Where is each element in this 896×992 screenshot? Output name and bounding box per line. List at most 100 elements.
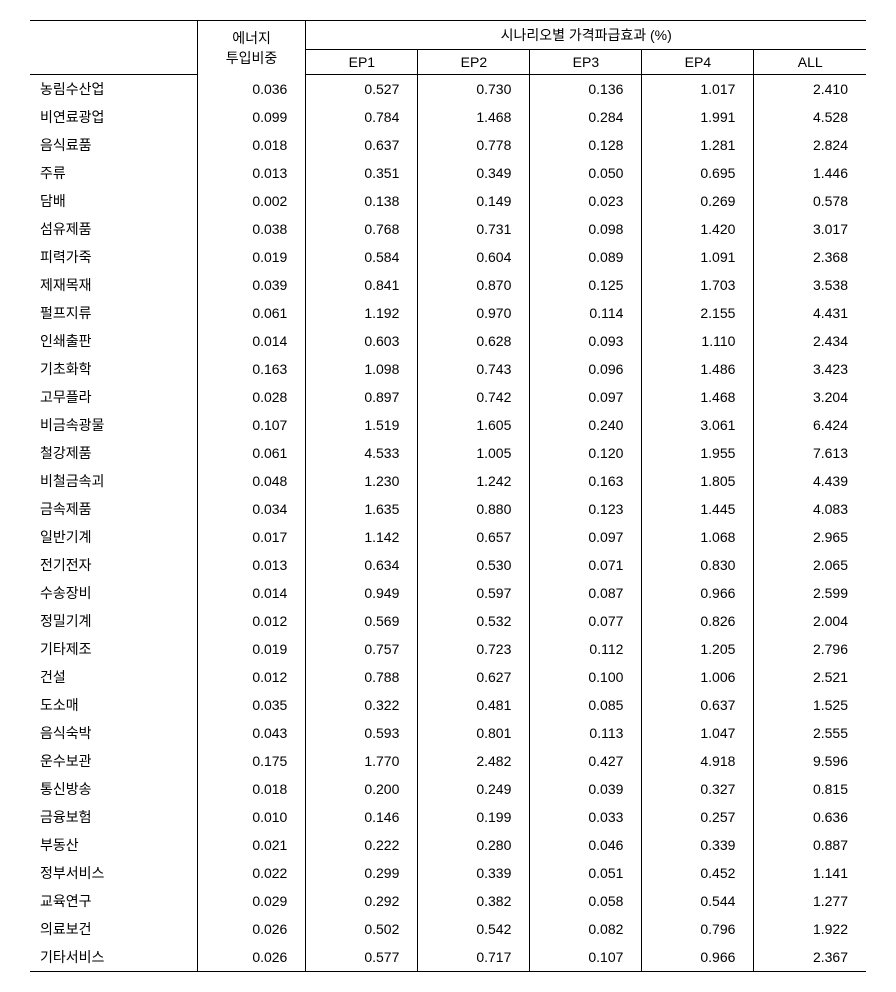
table-row: 비연료광업0.0990.7841.4680.2841.9914.528: [30, 103, 866, 131]
table-row: 전기전자0.0130.6340.5300.0710.8302.065: [30, 551, 866, 579]
cell-ep4: 0.269: [642, 187, 754, 215]
cell-ep1: 0.577: [306, 943, 418, 972]
cell-ratio: 0.012: [197, 663, 306, 691]
cell-all: 2.065: [754, 551, 866, 579]
cell-ep2: 0.530: [418, 551, 530, 579]
cell-ep2: 0.382: [418, 887, 530, 915]
table-row: 섬유제품0.0380.7680.7310.0981.4203.017: [30, 215, 866, 243]
cell-ep3: 0.071: [530, 551, 642, 579]
cell-ep3: 0.097: [530, 523, 642, 551]
cell-ep3: 0.113: [530, 719, 642, 747]
row-label: 의료보건: [30, 915, 197, 943]
table-row: 금융보험0.0100.1460.1990.0330.2570.636: [30, 803, 866, 831]
cell-ep1: 0.299: [306, 859, 418, 887]
cell-ep3: 0.284: [530, 103, 642, 131]
cell-all: 2.796: [754, 635, 866, 663]
cell-ep4: 0.544: [642, 887, 754, 915]
cell-ratio: 0.014: [197, 579, 306, 607]
table-row: 의료보건0.0260.5020.5420.0820.7961.922: [30, 915, 866, 943]
cell-ep3: 0.136: [530, 75, 642, 104]
header-ep4: EP4: [642, 50, 754, 75]
cell-ep1: 1.519: [306, 411, 418, 439]
cell-ep1: 1.770: [306, 747, 418, 775]
row-label: 담배: [30, 187, 197, 215]
cell-ep1: 0.637: [306, 131, 418, 159]
row-label: 금속제품: [30, 495, 197, 523]
row-label: 주류: [30, 159, 197, 187]
table-row: 운수보관0.1751.7702.4820.4274.9189.596: [30, 747, 866, 775]
table-row: 금속제품0.0341.6350.8800.1231.4454.083: [30, 495, 866, 523]
cell-ratio: 0.010: [197, 803, 306, 831]
cell-ep1: 0.788: [306, 663, 418, 691]
cell-ep3: 0.128: [530, 131, 642, 159]
cell-ep3: 0.163: [530, 467, 642, 495]
cell-all: 6.424: [754, 411, 866, 439]
table-row: 제재목재0.0390.8410.8700.1251.7033.538: [30, 271, 866, 299]
cell-all: 0.887: [754, 831, 866, 859]
cell-ep2: 0.339: [418, 859, 530, 887]
row-label: 고무플라: [30, 383, 197, 411]
cell-all: 2.824: [754, 131, 866, 159]
cell-ep1: 0.200: [306, 775, 418, 803]
cell-ep4: 1.468: [642, 383, 754, 411]
cell-ratio: 0.039: [197, 271, 306, 299]
table-row: 펄프지류0.0611.1920.9700.1142.1554.431: [30, 299, 866, 327]
cell-ep3: 0.427: [530, 747, 642, 775]
cell-all: 2.965: [754, 523, 866, 551]
cell-all: 9.596: [754, 747, 866, 775]
cell-ep3: 0.096: [530, 355, 642, 383]
cell-ratio: 0.026: [197, 915, 306, 943]
cell-ep2: 0.542: [418, 915, 530, 943]
row-label: 철강제품: [30, 439, 197, 467]
table-row: 기타서비스0.0260.5770.7170.1070.9662.367: [30, 943, 866, 972]
row-label: 도소매: [30, 691, 197, 719]
table-row: 고무플라0.0280.8970.7420.0971.4683.204: [30, 383, 866, 411]
cell-ratio: 0.028: [197, 383, 306, 411]
row-label: 기타서비스: [30, 943, 197, 972]
table-row: 피력가죽0.0190.5840.6040.0891.0912.368: [30, 243, 866, 271]
table-row: 일반기계0.0171.1420.6570.0971.0682.965: [30, 523, 866, 551]
cell-ep4: 4.918: [642, 747, 754, 775]
row-label: 일반기계: [30, 523, 197, 551]
cell-ratio: 0.036: [197, 75, 306, 104]
cell-ep1: 1.142: [306, 523, 418, 551]
cell-ep2: 0.743: [418, 355, 530, 383]
cell-ep1: 0.593: [306, 719, 418, 747]
cell-ratio: 0.018: [197, 131, 306, 159]
cell-ep4: 0.637: [642, 691, 754, 719]
cell-all: 0.815: [754, 775, 866, 803]
cell-ep1: 4.533: [306, 439, 418, 467]
cell-ep2: 0.280: [418, 831, 530, 859]
table-row: 음식숙박0.0430.5930.8010.1131.0472.555: [30, 719, 866, 747]
cell-all: 3.017: [754, 215, 866, 243]
cell-ep3: 0.125: [530, 271, 642, 299]
header-ep2: EP2: [418, 50, 530, 75]
cell-ratio: 0.012: [197, 607, 306, 635]
cell-ep3: 0.051: [530, 859, 642, 887]
cell-ep2: 0.199: [418, 803, 530, 831]
cell-all: 2.004: [754, 607, 866, 635]
cell-ep4: 1.047: [642, 719, 754, 747]
row-label: 제재목재: [30, 271, 197, 299]
table-row: 주류0.0130.3510.3490.0500.6951.446: [30, 159, 866, 187]
cell-ratio: 0.061: [197, 299, 306, 327]
cell-ep2: 0.597: [418, 579, 530, 607]
cell-ratio: 0.013: [197, 551, 306, 579]
cell-ep4: 1.091: [642, 243, 754, 271]
cell-ep3: 0.240: [530, 411, 642, 439]
cell-ep4: 1.805: [642, 467, 754, 495]
table-row: 기초화학0.1631.0980.7430.0961.4863.423: [30, 355, 866, 383]
cell-ratio: 0.043: [197, 719, 306, 747]
cell-ep3: 0.046: [530, 831, 642, 859]
header-scenario-group: 시나리오별 가격파급효과 (%): [306, 21, 866, 50]
cell-ep1: 0.841: [306, 271, 418, 299]
cell-ep3: 0.107: [530, 943, 642, 972]
cell-ep4: 0.452: [642, 859, 754, 887]
cell-ep4: 0.826: [642, 607, 754, 635]
cell-ep2: 0.778: [418, 131, 530, 159]
cell-ratio: 0.099: [197, 103, 306, 131]
cell-ep3: 0.039: [530, 775, 642, 803]
cell-ratio: 0.019: [197, 635, 306, 663]
cell-ratio: 0.022: [197, 859, 306, 887]
cell-ep4: 1.420: [642, 215, 754, 243]
